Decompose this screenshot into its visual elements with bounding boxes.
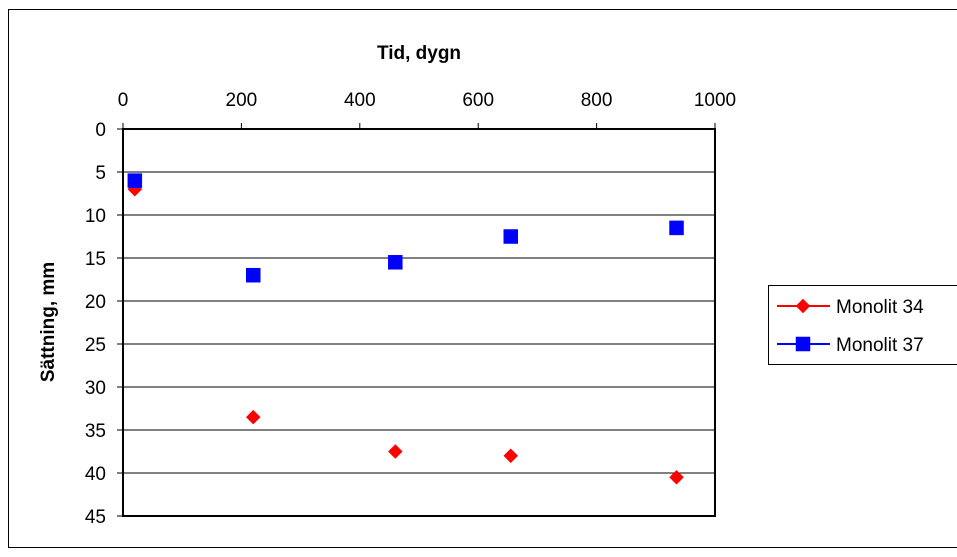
legend: Monolit 34 Monolit 37 xyxy=(769,286,957,365)
x-tick-label: 200 xyxy=(226,90,258,111)
y-tick-label: 30 xyxy=(85,378,106,399)
legend-marker-monolit-37 xyxy=(796,337,810,351)
y-tick-label: 35 xyxy=(85,421,106,442)
y-tick-label: 15 xyxy=(85,249,106,270)
y-tick-label: 5 xyxy=(95,163,106,184)
x-tick-label: 800 xyxy=(581,90,613,111)
x-axis-title: Tid, dygn xyxy=(377,43,461,64)
monolit-37-point xyxy=(128,174,142,188)
legend-label-monolit-37: Monolit 37 xyxy=(836,335,924,356)
x-tick-label: 0 xyxy=(118,90,129,111)
monolit-37-point xyxy=(388,255,402,269)
monolit-37-point xyxy=(670,221,684,235)
y-tick-label: 20 xyxy=(85,292,106,313)
y-tick-label: 45 xyxy=(85,507,106,528)
monolit-37-point xyxy=(504,230,518,244)
y-tick-label: 25 xyxy=(85,335,106,356)
y-tick-label: 10 xyxy=(85,206,106,227)
y-axis-title: Sättning, mm xyxy=(38,262,59,382)
monolit-37-point xyxy=(246,268,260,282)
y-tick-label: 0 xyxy=(95,120,106,141)
x-tick-label: 1000 xyxy=(694,90,736,111)
x-tick-label: 600 xyxy=(462,90,494,111)
y-tick-label: 40 xyxy=(85,464,106,485)
legend-label-monolit-34: Monolit 34 xyxy=(836,297,924,318)
x-tick-label: 400 xyxy=(344,90,376,111)
